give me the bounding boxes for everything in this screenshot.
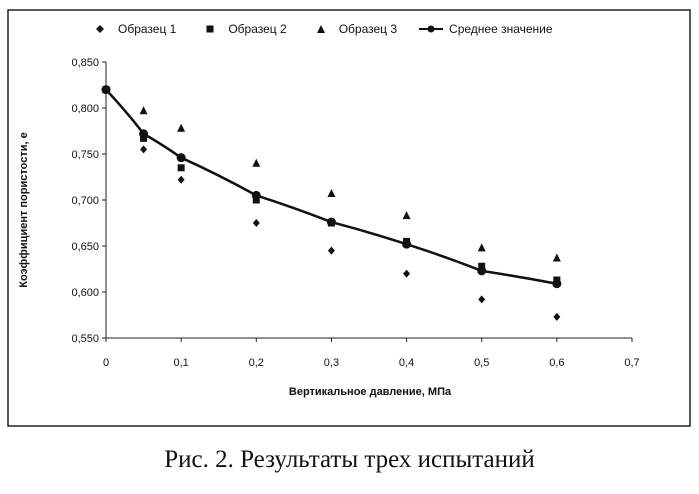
series-3-point	[140, 106, 148, 114]
diamond-marker-icon	[88, 23, 112, 35]
series-mean-point	[402, 240, 411, 249]
series-1-point	[178, 176, 185, 184]
series-3-point	[177, 124, 185, 132]
y-tick-label: 0,750	[71, 149, 99, 161]
figure-caption: Рис. 2. Результаты трех испытаний	[0, 446, 699, 474]
y-tick-label: 0,650	[71, 241, 99, 253]
chart-frame: 0,550 0,600 0,650 0,700 0,750 0,800 0,850 0 0,1 0…	[0, 0, 699, 430]
series-mean-point	[552, 279, 561, 288]
legend-item-series-3: Образец 3	[309, 22, 397, 36]
y-tick-label: 0,850	[71, 57, 99, 69]
x-tick-label: 0,1	[173, 357, 188, 369]
series-1-point	[140, 145, 147, 153]
series-mean-point	[252, 191, 261, 200]
series-1-point	[328, 247, 335, 255]
series-mean-point	[177, 153, 186, 162]
y-axis-label-text: Коэффициент пористости, е	[18, 132, 30, 287]
triangle-marker-icon	[309, 23, 333, 35]
y-tick-label: 0,550	[71, 333, 99, 345]
series-mean-line	[106, 90, 557, 284]
x-axis-label: Вертикальное давление, МПа	[100, 386, 640, 398]
square-marker-icon	[198, 23, 222, 35]
x-tick-label: 0,6	[549, 357, 564, 369]
series-1-point	[553, 313, 560, 321]
series-1-point	[253, 219, 260, 227]
x-tick-label: 0	[103, 357, 109, 369]
legend-item-series-mean: Среднее значение	[419, 22, 553, 36]
x-tick-label: 0,5	[474, 357, 489, 369]
y-tick-label: 0,600	[71, 287, 99, 299]
x-tick-label: 0,7	[624, 357, 639, 369]
series-1-point	[403, 270, 410, 278]
series-3-point	[478, 243, 486, 251]
x-tick-label: 0,4	[399, 357, 414, 369]
series-3-point	[327, 189, 335, 197]
x-tick-label: 0,2	[249, 357, 264, 369]
series-1-point	[478, 295, 485, 303]
series-3-point	[252, 159, 260, 167]
series-mean-point	[139, 129, 148, 138]
series-mean-point	[327, 218, 336, 227]
legend: Образец 1 Образец 2 Образец 3 Среднее зн…	[88, 20, 553, 38]
chart-border	[8, 10, 690, 426]
series-2-point	[178, 164, 185, 171]
y-tick-label: 0,700	[71, 195, 99, 207]
legend-label-series-mean: Среднее значение	[449, 22, 553, 36]
series-3-point	[553, 253, 561, 261]
series-3-point	[403, 211, 411, 219]
y-tick-label: 0,800	[71, 103, 99, 115]
chart-svg: 0,550 0,600 0,650 0,700 0,750 0,800 0,850 0 0,1 0…	[0, 0, 699, 430]
legend-item-series-1: Образец 1	[88, 22, 176, 36]
legend-label-series-2: Образец 2	[228, 22, 286, 36]
legend-label-series-3: Образец 3	[339, 22, 397, 36]
line-circle-marker-icon	[419, 23, 443, 35]
legend-item-series-2: Образец 2	[198, 22, 286, 36]
x-tick-label: 0,3	[324, 357, 339, 369]
series-mean-point	[102, 85, 111, 94]
series-mean-point	[477, 266, 486, 275]
legend-label-series-1: Образец 1	[118, 22, 176, 36]
